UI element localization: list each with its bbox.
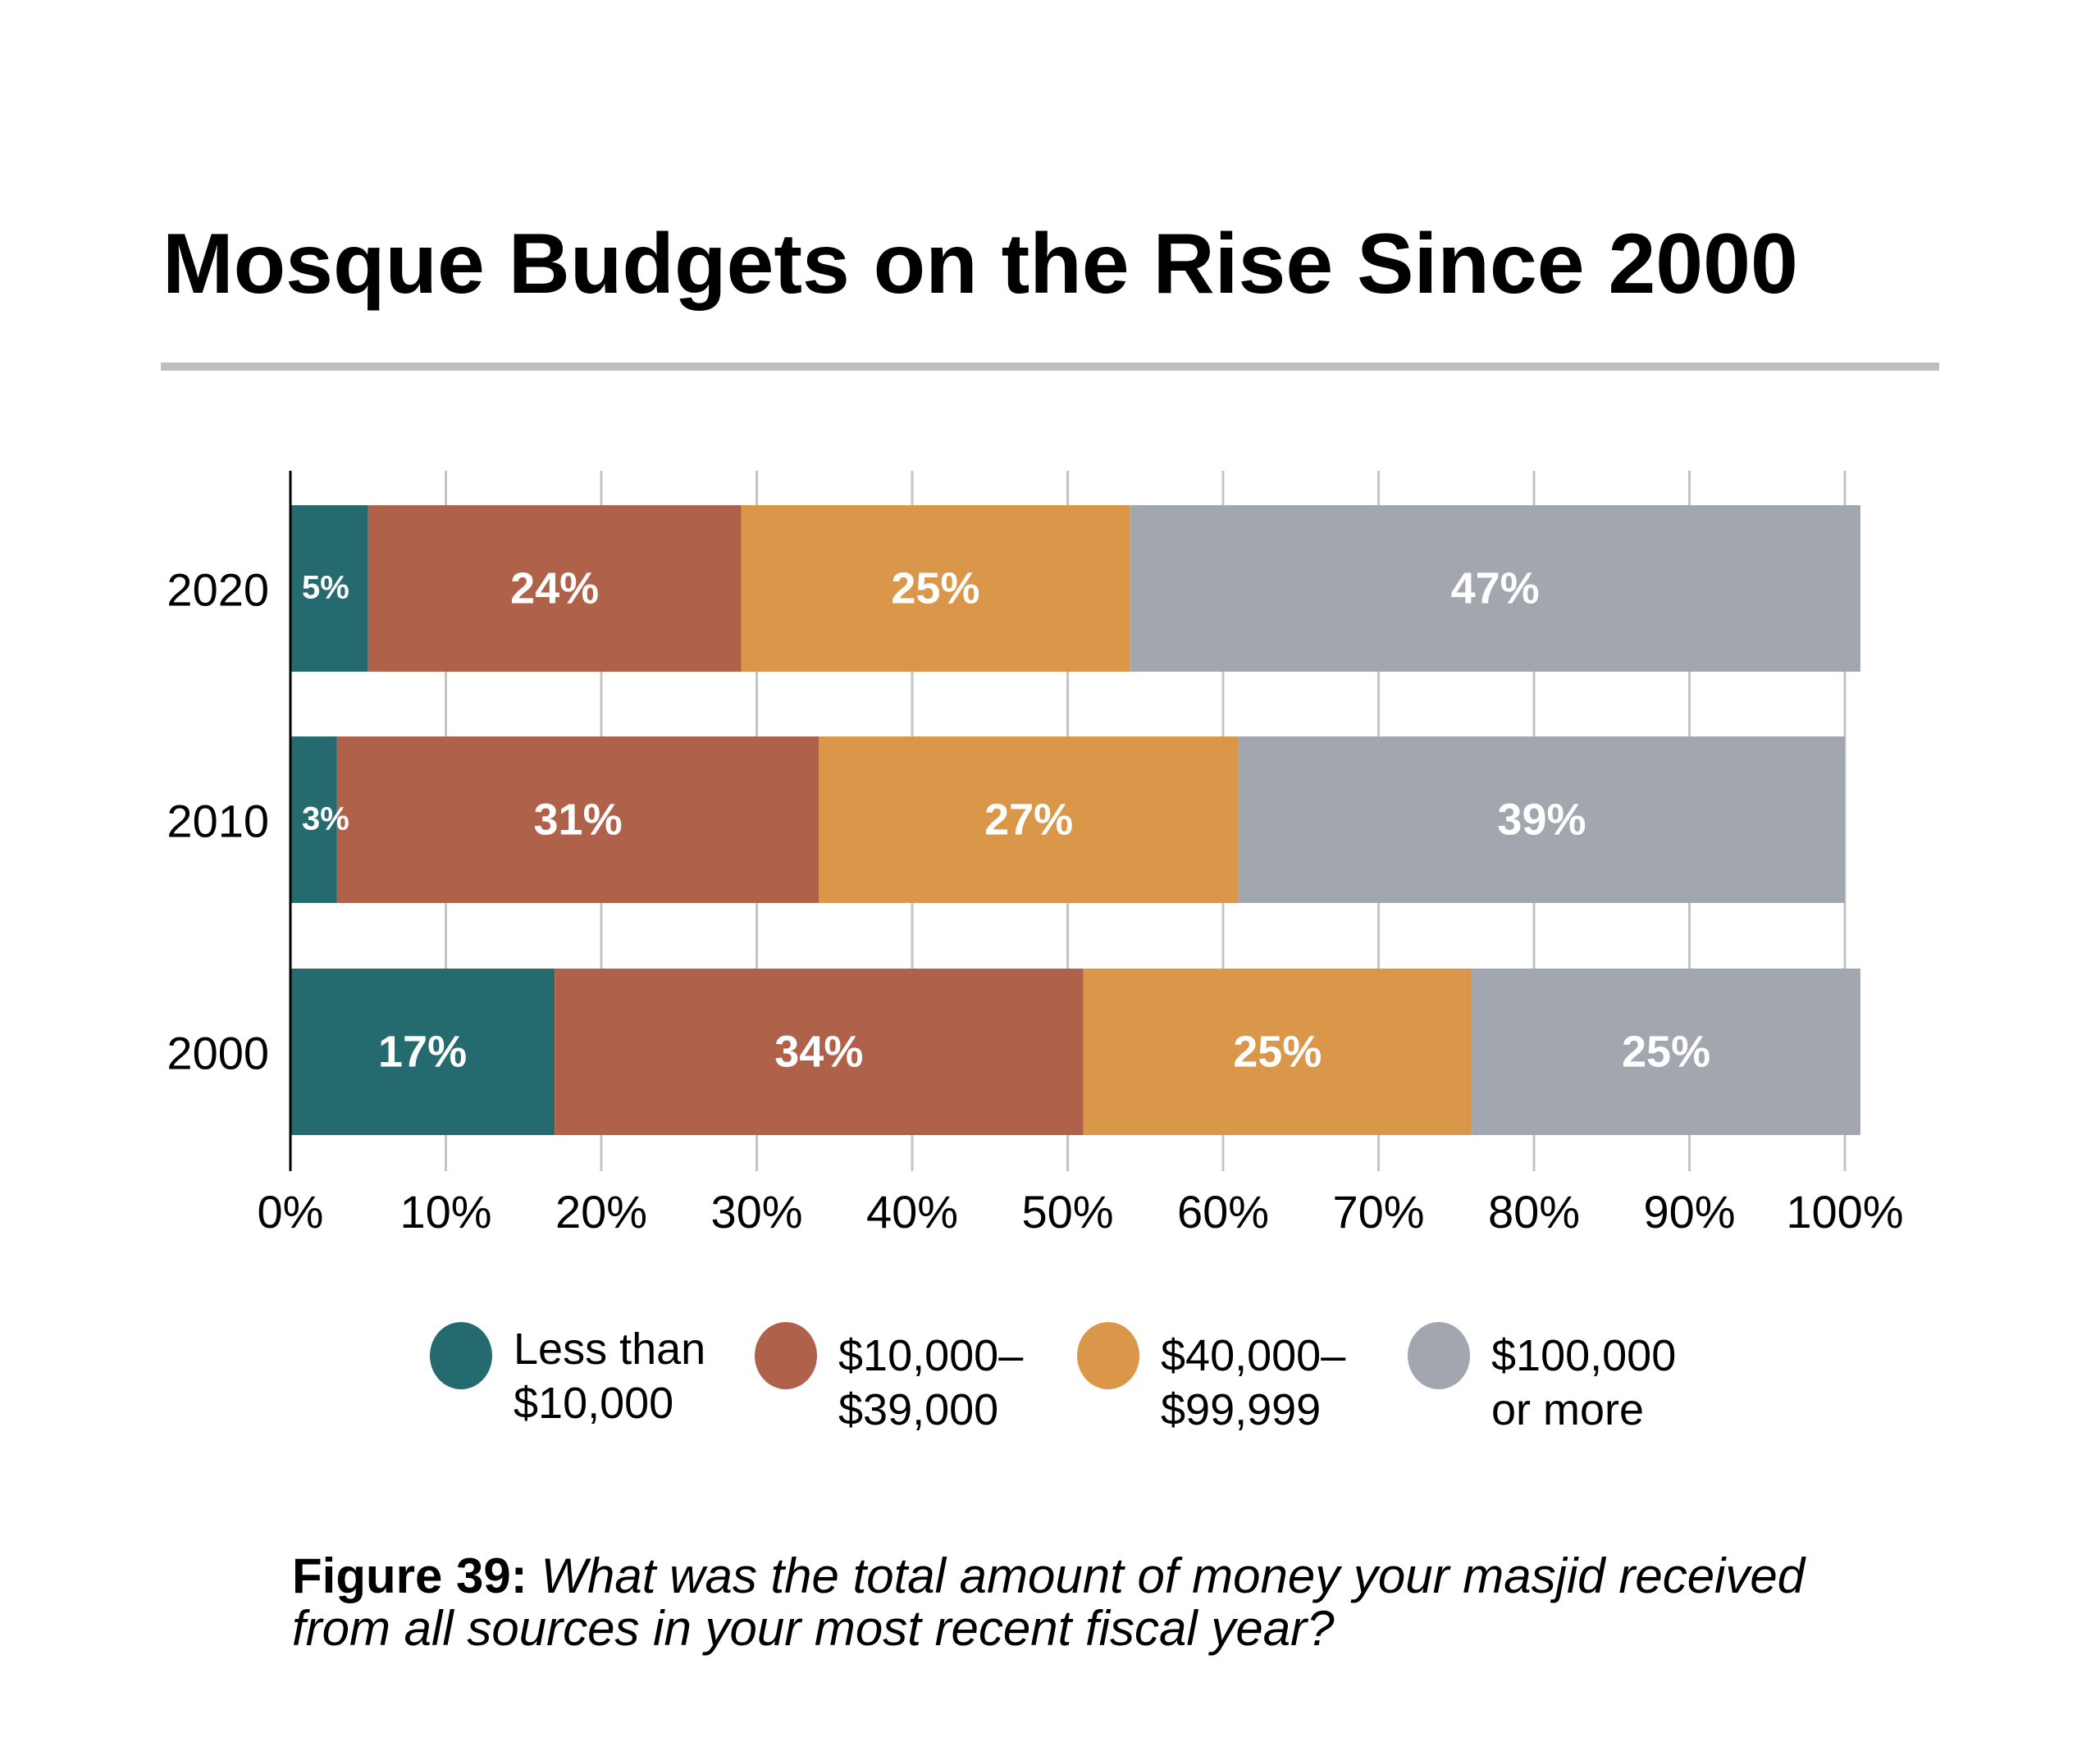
bars [290,505,1860,1135]
bar-segment [555,969,1084,1135]
x-tick-label: 10% [399,1186,491,1238]
legend-swatch-icon [755,1322,817,1389]
x-tick-label: 50% [1021,1186,1113,1238]
figure-label: Figure 39: [292,1548,527,1603]
data-label: 25% [1622,1028,1710,1077]
data-label: 34% [774,1028,863,1077]
figure-question-line2: from all sources in your most recent fis… [292,1601,1335,1656]
x-tick-label: 80% [1488,1186,1580,1238]
y-category-label: 2000 [167,1028,269,1079]
y-category-label: 2020 [167,564,269,616]
y-axis-labels: 2020 2010 2000 [167,564,269,1079]
data-label: 3% [302,801,349,837]
data-labels: 5% 24% 25% 47% 3% 31% 27% 39% 17% 34% 25% 25% [302,564,1710,1077]
data-label: 24% [510,564,599,613]
x-tick-label: 60% [1177,1186,1269,1238]
x-tick-label: 30% [710,1186,802,1238]
bar-segment [819,736,1239,903]
data-label: 5% [302,570,349,606]
x-tick-label: 20% [555,1186,647,1238]
bar-segment [290,736,337,903]
legend-swatch-icon [1077,1322,1139,1389]
title-divider [161,362,1939,371]
y-category-label: 2010 [167,796,269,847]
x-tick-label: 0% [258,1186,324,1238]
data-label: 27% [984,796,1073,845]
bar-segment [1238,736,1845,903]
x-tick-label: 40% [866,1186,958,1238]
legend-swatch-icon [1408,1322,1470,1389]
legend: Less than $10,000 $10,000– $39,000 $40,000… [0,1322,2100,1461]
bar-segment [1130,505,1860,672]
data-label: 25% [891,564,979,613]
figure-caption: Figure 39: What was the total amount of … [292,1550,1805,1655]
data-label: 47% [1451,564,1540,613]
bar-segment [290,969,555,1135]
data-label: 17% [378,1028,467,1077]
data-label: 31% [534,796,623,845]
legend-label: Less than $10,000 [514,1325,706,1428]
bar-segment [336,736,819,903]
legend-label: $10,000– $39,000 [838,1331,1024,1434]
bar-segment [1083,969,1472,1135]
bar-segment [290,505,368,672]
data-label: 25% [1233,1028,1322,1077]
x-axis-tick-labels: 0% 10% 20% 30% 40% 50% 60% 70% 80% 90% 100% [258,1186,1904,1238]
x-tick-label: 90% [1643,1186,1735,1238]
legend-swatch-icon [430,1322,492,1389]
legend-label: $40,000– $99,999 [1161,1331,1346,1434]
stacked-bar-chart: 5% 24% 25% 47%3% 31% 27% 39%17% 34% 25% 25% 20202… [167,471,1904,1238]
figure-question-line1: What was the total amount of money your … [541,1548,1806,1603]
bar-segment [741,505,1130,672]
x-tick-label: 100% [1786,1186,1903,1238]
bar-segment [1472,969,1860,1135]
x-tick-label: 70% [1332,1186,1424,1238]
data-label: 39% [1497,796,1586,845]
chart-title: Mosque Budgets on the Rise Since 2000 [162,217,1798,312]
bar-segment [368,505,742,672]
legend-label: $100,000 or more [1491,1331,1677,1434]
